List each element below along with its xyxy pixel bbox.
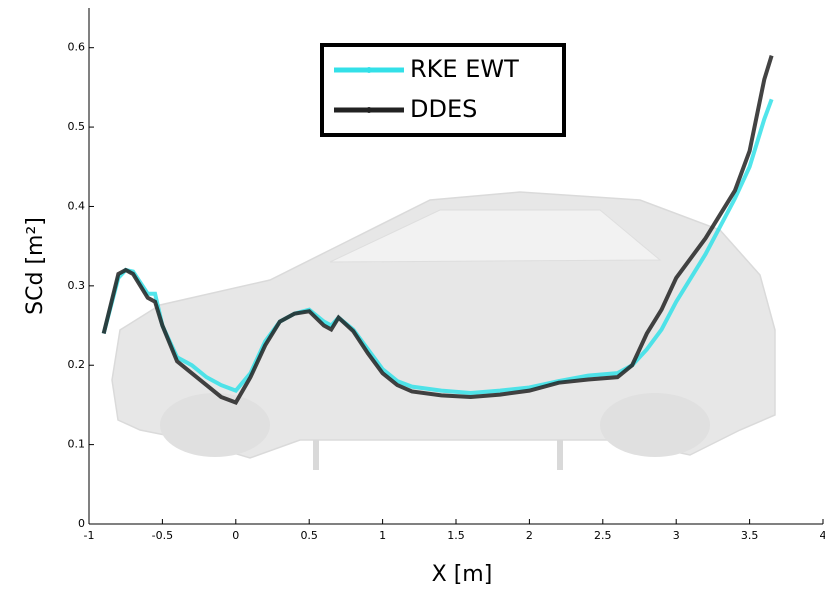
x-tick-label: 0: [232, 529, 239, 542]
legend-marker: [366, 107, 372, 113]
car-silhouette: [112, 192, 775, 470]
x-tick-label: 3.5: [741, 529, 759, 542]
x-tick-label: 1.5: [447, 529, 465, 542]
y-tick-label: 0.2: [68, 358, 86, 371]
x-tick-label: 2: [526, 529, 533, 542]
x-tick-label: 4: [820, 529, 825, 542]
x-axis-label: X [m]: [432, 562, 493, 587]
legend-marker: [366, 67, 372, 73]
y-tick-label: 0.4: [68, 199, 86, 212]
y-tick-label: 0.5: [68, 120, 86, 133]
y-tick-label: 0.6: [68, 41, 86, 54]
x-tick-label: 1: [379, 529, 386, 542]
x-tick-label: 0.5: [300, 529, 318, 542]
x-tick-label: 2.5: [594, 529, 612, 542]
legend-label: DDES: [410, 95, 477, 123]
y-tick-label: 0.3: [68, 279, 86, 292]
x-tick-label: 3: [673, 529, 680, 542]
x-tick-label: -1: [84, 529, 95, 542]
x-tick-label: -0.5: [152, 529, 173, 542]
y-axis-label: SCd [m²]: [23, 217, 48, 315]
legend-label: RKE EWT: [410, 55, 519, 83]
y-tick-label: 0.1: [68, 438, 86, 451]
